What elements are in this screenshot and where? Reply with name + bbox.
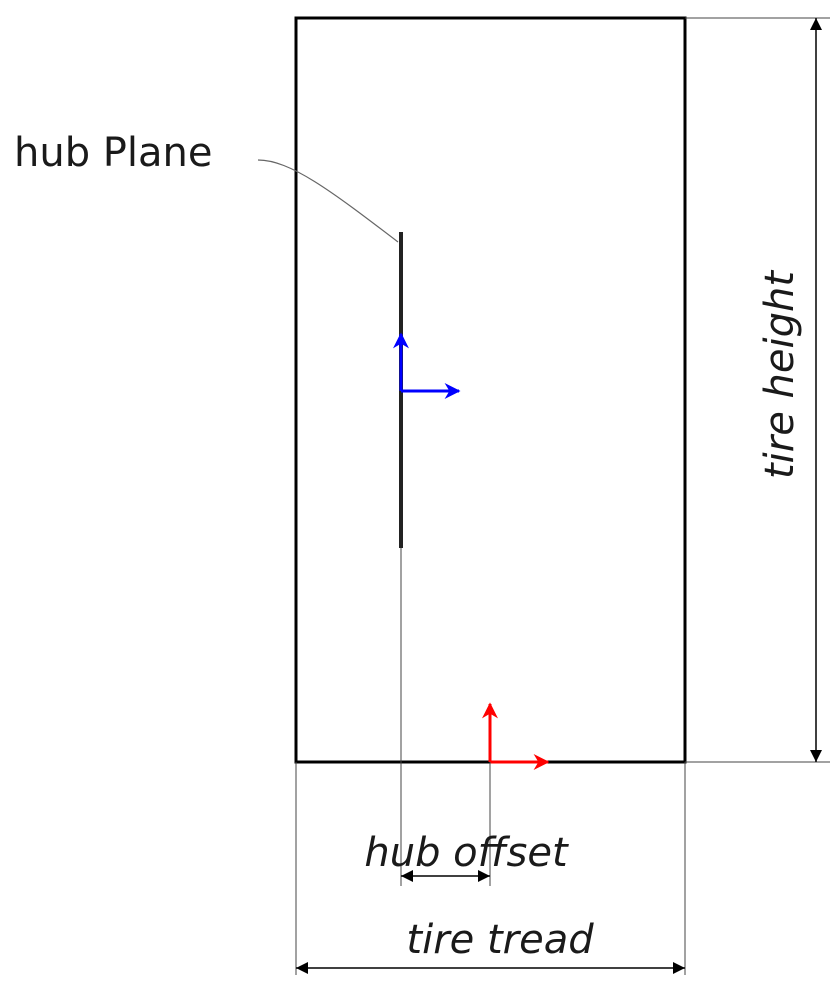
tire-height-dimension	[685, 17, 830, 763]
hub-plane-leader	[257, 159, 399, 243]
tire-height-label: tire height	[757, 270, 803, 479]
hub-plane-label: hub Plane	[14, 130, 213, 176]
tire-tread-label: tire tread	[406, 917, 594, 963]
hub-offset-label: hub offset	[364, 830, 569, 876]
hub-axes	[393, 332, 461, 399]
tire-tread-dimension	[295, 762, 686, 975]
tire-axes	[482, 702, 550, 770]
tire-outline	[294, 16, 687, 764]
